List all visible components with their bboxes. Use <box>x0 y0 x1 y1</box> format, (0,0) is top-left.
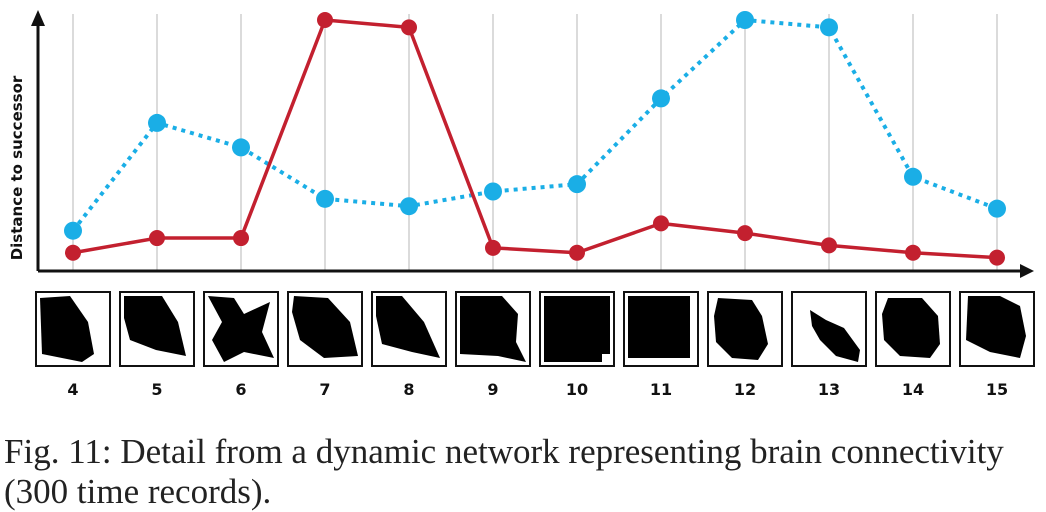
y-axis-arrow-icon <box>31 10 45 26</box>
thumbnail-14 <box>875 291 951 367</box>
series-1-point-6 <box>232 138 250 157</box>
vertical-gridlines <box>72 14 998 270</box>
series-line-0 <box>72 18 998 260</box>
thumbnail-6 <box>203 291 279 367</box>
line-chart: Distance to successor 4 5 6 7 8 9 10 11 12 13 14 15 <box>8 10 1035 399</box>
series-0-point-4 <box>65 244 81 261</box>
series-1-point-7 <box>316 189 334 208</box>
series-1-point-10 <box>568 175 586 194</box>
series-1-point-15 <box>988 199 1006 218</box>
thumbnail-5 <box>119 291 195 367</box>
series-0-point-6 <box>233 230 249 247</box>
thumbnail-7 <box>287 291 363 367</box>
series-0-point-10 <box>569 244 585 261</box>
series-1-point-5 <box>148 113 166 132</box>
thumbnail-10 <box>539 291 615 367</box>
series-line-1 <box>71 18 998 232</box>
series-1-point-13 <box>820 18 838 37</box>
series-0-point-15 <box>989 249 1005 266</box>
series-0-point-7 <box>317 12 333 28</box>
series-group <box>64 11 1006 266</box>
thumbnail-13 <box>791 291 867 367</box>
x-tick-label: 7 <box>319 380 330 399</box>
x-tick-label: 4 <box>67 380 78 399</box>
x-tick-label: 14 <box>902 380 924 399</box>
thumbnail-9 <box>455 291 531 367</box>
series-0-point-5 <box>149 230 165 247</box>
x-tick-label: 13 <box>818 380 840 399</box>
x-tick-label: 11 <box>650 380 672 399</box>
x-tick-label: 6 <box>235 380 246 399</box>
series-0-point-13 <box>821 237 837 254</box>
x-axis-arrow-icon <box>1020 264 1034 278</box>
series-0-point-12 <box>737 225 753 242</box>
thumbnail-8 <box>371 291 447 367</box>
thumbnail-15 <box>959 291 1035 367</box>
y-axis-label: Distance to successor <box>8 75 26 260</box>
x-tick-label: 12 <box>734 380 756 399</box>
series-1-point-9 <box>484 182 502 201</box>
series-0-point-8 <box>401 19 417 36</box>
x-tick-label: 8 <box>403 380 414 399</box>
x-tick-label: 9 <box>487 380 498 399</box>
thumbnail-12 <box>707 291 783 367</box>
series-1-point-14 <box>904 167 922 186</box>
series-1-point-11 <box>652 89 670 108</box>
thumbnail-strip <box>35 291 1035 367</box>
x-tick-label: 15 <box>986 380 1008 399</box>
series-1-point-8 <box>400 197 418 216</box>
series-0-point-14 <box>905 244 921 261</box>
thumbnail-11 <box>623 291 699 367</box>
series-0-point-11 <box>653 215 669 232</box>
thumbnail-4 <box>35 291 111 367</box>
figure-caption: Fig. 11: Detail from a dynamic network r… <box>4 432 1004 511</box>
series-0-point-9 <box>485 239 501 256</box>
series-1-point-4 <box>64 221 82 240</box>
series-1-point-12 <box>736 11 754 29</box>
x-tick-label: 5 <box>151 380 162 399</box>
x-tick-label: 10 <box>566 380 588 399</box>
x-tick-labels: 4 5 6 7 8 9 10 11 12 13 14 15 <box>67 380 1008 399</box>
